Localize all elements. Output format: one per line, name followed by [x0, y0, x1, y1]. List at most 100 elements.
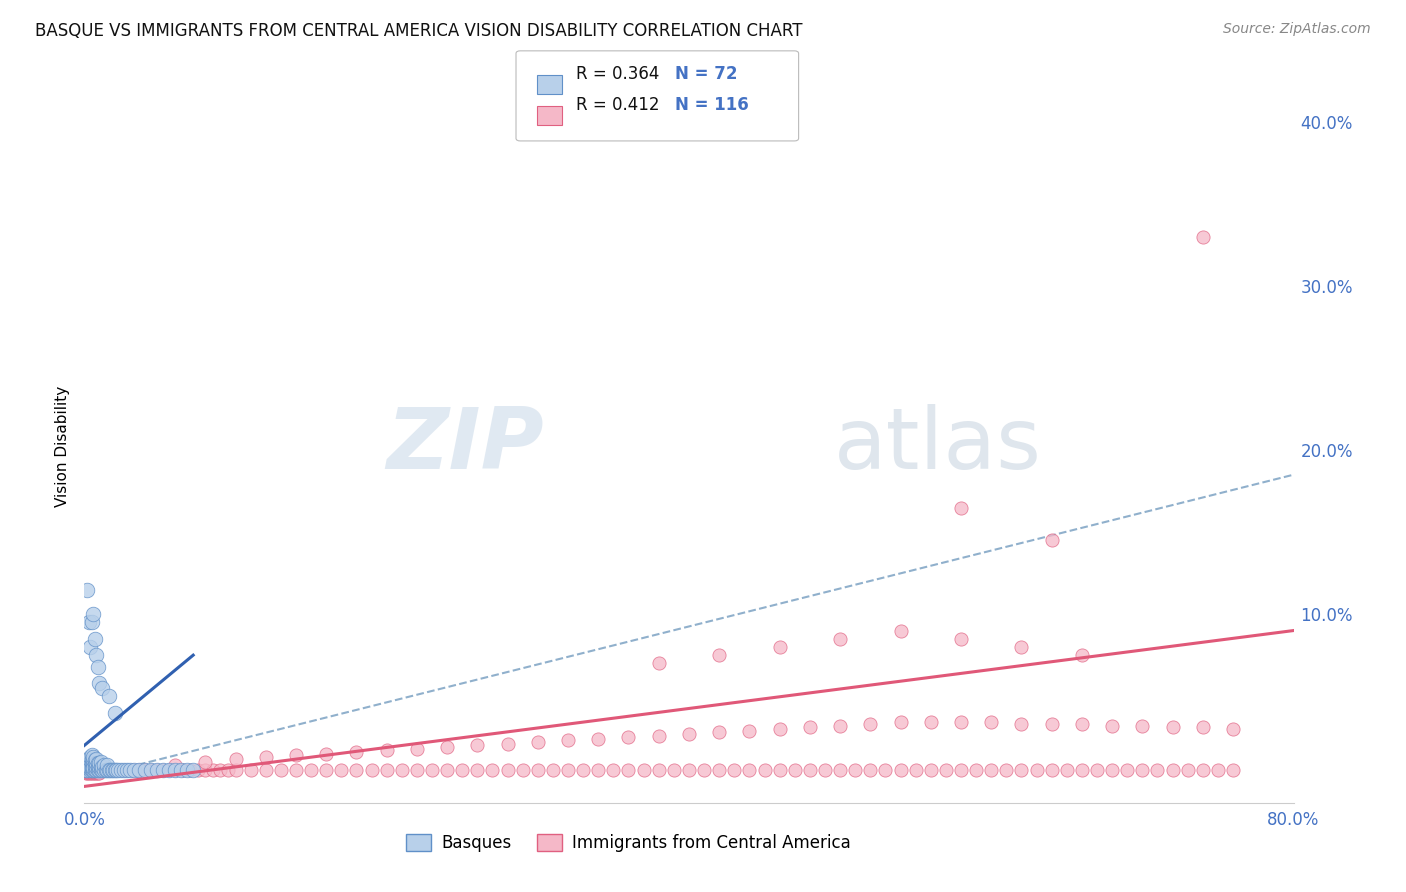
Point — [97, 763, 120, 777]
Point — [375, 743, 398, 757]
Point — [122, 763, 145, 777]
Point — [80, 756, 103, 771]
Point — [89, 763, 111, 777]
Point — [77, 761, 100, 775]
Point — [77, 615, 100, 630]
Point — [527, 763, 550, 777]
Point — [709, 648, 731, 662]
Point — [1011, 763, 1033, 777]
Point — [96, 763, 118, 777]
Point — [84, 760, 107, 774]
Point — [360, 763, 382, 777]
Point — [648, 763, 671, 777]
Point — [254, 763, 277, 777]
Text: atlas: atlas — [834, 404, 1042, 488]
Point — [82, 766, 104, 780]
Point — [890, 624, 912, 638]
Point — [82, 763, 104, 777]
Point — [82, 761, 104, 775]
Point — [157, 763, 180, 777]
Point — [94, 763, 117, 777]
Point — [270, 763, 292, 777]
Point — [830, 632, 852, 646]
Point — [89, 760, 111, 774]
Point — [1192, 763, 1215, 777]
Point — [165, 758, 187, 772]
Point — [110, 763, 132, 777]
Point — [950, 715, 973, 730]
Legend: Basques, Immigrants from Central America: Basques, Immigrants from Central America — [399, 827, 858, 859]
Point — [1161, 720, 1184, 734]
Point — [920, 715, 942, 730]
Point — [194, 763, 217, 777]
Point — [79, 750, 101, 764]
Point — [875, 763, 897, 777]
Point — [80, 763, 103, 777]
Point — [86, 756, 108, 771]
Point — [588, 763, 610, 777]
Point — [86, 648, 108, 662]
Point — [104, 763, 127, 777]
Point — [77, 751, 100, 765]
Point — [467, 739, 489, 753]
Point — [80, 764, 103, 779]
Point — [557, 733, 579, 747]
Point — [225, 751, 247, 765]
Point — [678, 763, 700, 777]
Point — [1040, 533, 1063, 548]
Point — [617, 763, 640, 777]
Point — [90, 760, 112, 774]
Point — [77, 758, 100, 772]
Point — [115, 763, 138, 777]
Point — [299, 763, 322, 777]
Point — [107, 763, 129, 777]
Point — [101, 763, 124, 777]
Point — [1056, 763, 1078, 777]
Point — [94, 763, 117, 777]
Point — [1222, 722, 1244, 736]
Point — [76, 766, 98, 780]
Point — [1222, 763, 1244, 777]
Point — [1011, 640, 1033, 654]
Point — [91, 681, 114, 695]
Point — [146, 763, 169, 777]
Point — [82, 607, 104, 622]
Point — [75, 766, 97, 780]
Point — [152, 763, 174, 777]
Point — [709, 763, 731, 777]
Point — [799, 763, 821, 777]
Point — [1040, 717, 1063, 731]
Point — [112, 763, 135, 777]
Text: ZIP: ZIP — [387, 404, 544, 488]
Point — [93, 758, 115, 772]
Point — [965, 763, 987, 777]
Point — [77, 766, 100, 780]
Point — [84, 756, 107, 771]
Point — [80, 761, 103, 775]
Point — [285, 763, 308, 777]
Point — [101, 763, 124, 777]
Point — [496, 737, 519, 751]
Point — [830, 763, 852, 777]
Point — [87, 659, 110, 673]
Point — [80, 760, 103, 774]
Point — [315, 747, 337, 761]
Point — [572, 763, 595, 777]
Point — [157, 763, 180, 777]
Point — [346, 745, 368, 759]
Point — [104, 763, 127, 777]
Point — [678, 727, 700, 741]
Point — [225, 763, 247, 777]
Point — [995, 763, 1018, 777]
Point — [527, 735, 550, 749]
Point — [87, 764, 110, 779]
Point — [844, 763, 866, 777]
Point — [904, 763, 927, 777]
Point — [139, 763, 162, 777]
Point — [950, 763, 973, 777]
Point — [89, 766, 111, 780]
Point — [391, 763, 413, 777]
Point — [648, 657, 671, 671]
Text: N = 72: N = 72 — [675, 65, 737, 83]
Point — [122, 763, 145, 777]
